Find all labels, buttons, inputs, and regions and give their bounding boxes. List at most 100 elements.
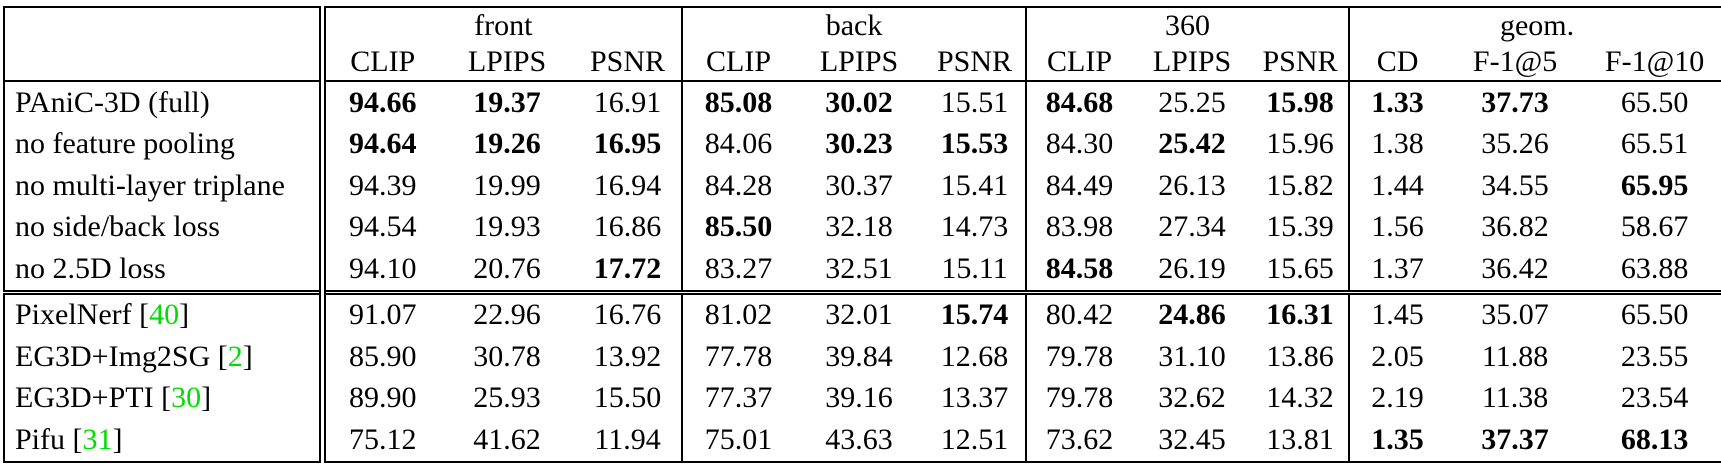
metric-value-cell: 19.99 xyxy=(473,168,541,202)
metric-value-cell: 25.25 xyxy=(1158,85,1226,119)
citation-link[interactable]: 2 xyxy=(227,339,243,373)
metric-value-cell: 15.82 xyxy=(1266,168,1334,202)
row-label: EG3D+Img2SG [2] xyxy=(4,336,326,378)
header-back-clip: CLIP xyxy=(681,43,795,81)
metric-value-cell: 34.55 xyxy=(1481,168,1549,202)
row-label: no 2.5D loss xyxy=(4,248,326,292)
metric-value-cell: 16.94 xyxy=(593,168,662,202)
metric-value-cell: 1.33 xyxy=(1348,81,1446,124)
table-row: EG3D+PTI [30] 89.90 25.93 15.50 77.37 39.16 13… xyxy=(4,377,1721,419)
metric-value-cell: 30.37 xyxy=(825,168,893,202)
metric-value-cell: 91.07 xyxy=(349,298,417,332)
metric-value-cell: 89.90 xyxy=(349,381,417,415)
col-group-front: front xyxy=(474,8,533,42)
metric-value-cell: 68.13 xyxy=(1620,422,1689,456)
metric-value-cell: 16.31 xyxy=(1266,298,1334,332)
metric-value-cell: 65.95 xyxy=(1620,168,1689,202)
header-back-lpips: LPIPS xyxy=(819,44,899,78)
metric-value-cell: 65.50 xyxy=(1620,85,1689,119)
metric-value-cell: 30.78 xyxy=(473,339,541,373)
metric-value-cell: 16.76 xyxy=(593,298,662,332)
metric-value-cell: 84.30 xyxy=(1025,123,1133,165)
metric-value-cell: 19.26 xyxy=(473,127,541,161)
col-group-geom: geom. xyxy=(1348,7,1721,43)
metric-value-cell: 25.42 xyxy=(1158,127,1226,161)
group-header-row: front back 360 geom. xyxy=(4,7,1721,81)
citation-link[interactable]: 30 xyxy=(171,381,202,415)
row-label: no feature pooling xyxy=(4,123,326,165)
metric-value-cell: 15.41 xyxy=(940,168,1009,202)
table-row: no 2.5D loss 94.10 20.76 17.72 83.27 32.51 15.… xyxy=(4,248,1721,292)
corner-cell xyxy=(4,7,326,81)
metric-value-cell: 85.50 xyxy=(681,206,795,248)
metric-value-cell: 17.72 xyxy=(593,251,662,285)
metric-value-cell: 24.86 xyxy=(1158,298,1226,332)
header-geom-f1-5: F-1@5 xyxy=(1472,44,1558,78)
col-group-360: 360 xyxy=(1025,7,1350,43)
metric-value-cell: 94.39 xyxy=(349,168,417,202)
metric-value-cell: 84.49 xyxy=(1025,165,1133,207)
metric-value-cell: 26.13 xyxy=(1158,168,1226,202)
metric-value-cell: 79.78 xyxy=(1025,336,1133,378)
metric-value-cell: 83.98 xyxy=(1025,206,1133,248)
header-front-psnr: PSNR xyxy=(589,44,666,78)
metric-value-cell: 12.51 xyxy=(940,422,1009,456)
metric-value-cell: 58.67 xyxy=(1620,210,1689,244)
header-360-lpips: LPIPS xyxy=(1152,44,1232,78)
metric-value-cell: 94.10 xyxy=(349,251,417,285)
metric-value-cell: 85.90 xyxy=(349,339,417,373)
citation-link[interactable]: 31 xyxy=(82,422,113,456)
metric-value-cell: 32.62 xyxy=(1158,381,1226,415)
metric-value-cell: 2.05 xyxy=(1348,336,1446,378)
metric-value-cell: 15.11 xyxy=(941,251,1008,285)
metric-value-cell: 65.51 xyxy=(1620,127,1689,161)
metric-value-cell: 15.96 xyxy=(1266,127,1334,161)
metric-value-cell: 1.35 xyxy=(1348,419,1446,462)
metric-value-cell: 84.06 xyxy=(681,123,795,165)
header-geom-cd: CD xyxy=(1348,43,1446,81)
metric-value-cell: 15.53 xyxy=(940,127,1009,161)
metric-value-cell: 20.76 xyxy=(473,251,541,285)
col-group-back: back xyxy=(681,7,1027,43)
metric-value-cell: 94.66 xyxy=(349,85,417,119)
metric-value-cell: 39.84 xyxy=(825,339,893,373)
metric-value-cell: 79.78 xyxy=(1025,377,1133,419)
metric-value-cell: 27.34 xyxy=(1158,210,1226,244)
metric-value-cell: 13.81 xyxy=(1266,422,1334,456)
metric-value-cell: 83.27 xyxy=(681,248,795,292)
table-row: EG3D+Img2SG [2] 85.90 30.78 13.92 77.78 39.84… xyxy=(4,336,1721,378)
metric-value-cell: 65.50 xyxy=(1620,298,1689,332)
table-row: no feature pooling 94.64 19.26 16.95 84.06 30… xyxy=(4,123,1721,165)
metric-value-cell: 41.62 xyxy=(473,422,541,456)
row-label: no multi-layer triplane xyxy=(4,165,326,207)
citation-link[interactable]: 40 xyxy=(149,298,180,332)
metric-value-cell: 15.50 xyxy=(593,381,662,415)
metric-value-cell: 75.12 xyxy=(349,422,417,456)
table-row: PAniC-3D (full) 94.66 19.37 16.91 85.08 30.02… xyxy=(4,81,1721,124)
metric-value-cell: 1.45 xyxy=(1348,292,1446,336)
metric-value-cell: 81.02 xyxy=(681,292,795,336)
metric-value-cell: 15.98 xyxy=(1266,85,1334,119)
metric-value-cell: 31.10 xyxy=(1158,339,1226,373)
metric-value-cell: 11.38 xyxy=(1481,381,1549,415)
metric-value-cell: 77.78 xyxy=(681,336,795,378)
metric-value-cell: 11.94 xyxy=(594,422,661,456)
row-label: no side/back loss xyxy=(4,206,326,248)
row-label: EG3D+PTI [30] xyxy=(4,377,326,419)
metric-value-cell: 13.86 xyxy=(1266,339,1334,373)
metric-value-cell: 19.37 xyxy=(473,85,541,119)
metric-value-cell: 32.51 xyxy=(825,251,893,285)
metric-value-cell: 32.01 xyxy=(825,298,893,332)
metric-value-cell: 43.63 xyxy=(825,422,893,456)
metric-value-cell: 39.16 xyxy=(825,381,893,415)
metric-value-cell: 15.74 xyxy=(940,298,1009,332)
metric-value-cell: 13.92 xyxy=(593,339,662,373)
metric-value-cell: 26.19 xyxy=(1158,251,1226,285)
table-row: Pifu [31] 75.12 41.62 11.94 75.01 43.63 12.51 7… xyxy=(4,419,1721,462)
metric-value-cell: 37.37 xyxy=(1481,422,1549,456)
metric-header-row: CLIP LPIPS PSNR CLIP LPIPS PSNR CLIP LPI… xyxy=(4,43,1721,81)
metric-value-cell: 15.65 xyxy=(1266,251,1334,285)
metric-value-cell: 14.32 xyxy=(1266,381,1334,415)
metric-value-cell: 73.62 xyxy=(1025,419,1133,462)
metric-value-cell: 80.42 xyxy=(1025,292,1133,336)
